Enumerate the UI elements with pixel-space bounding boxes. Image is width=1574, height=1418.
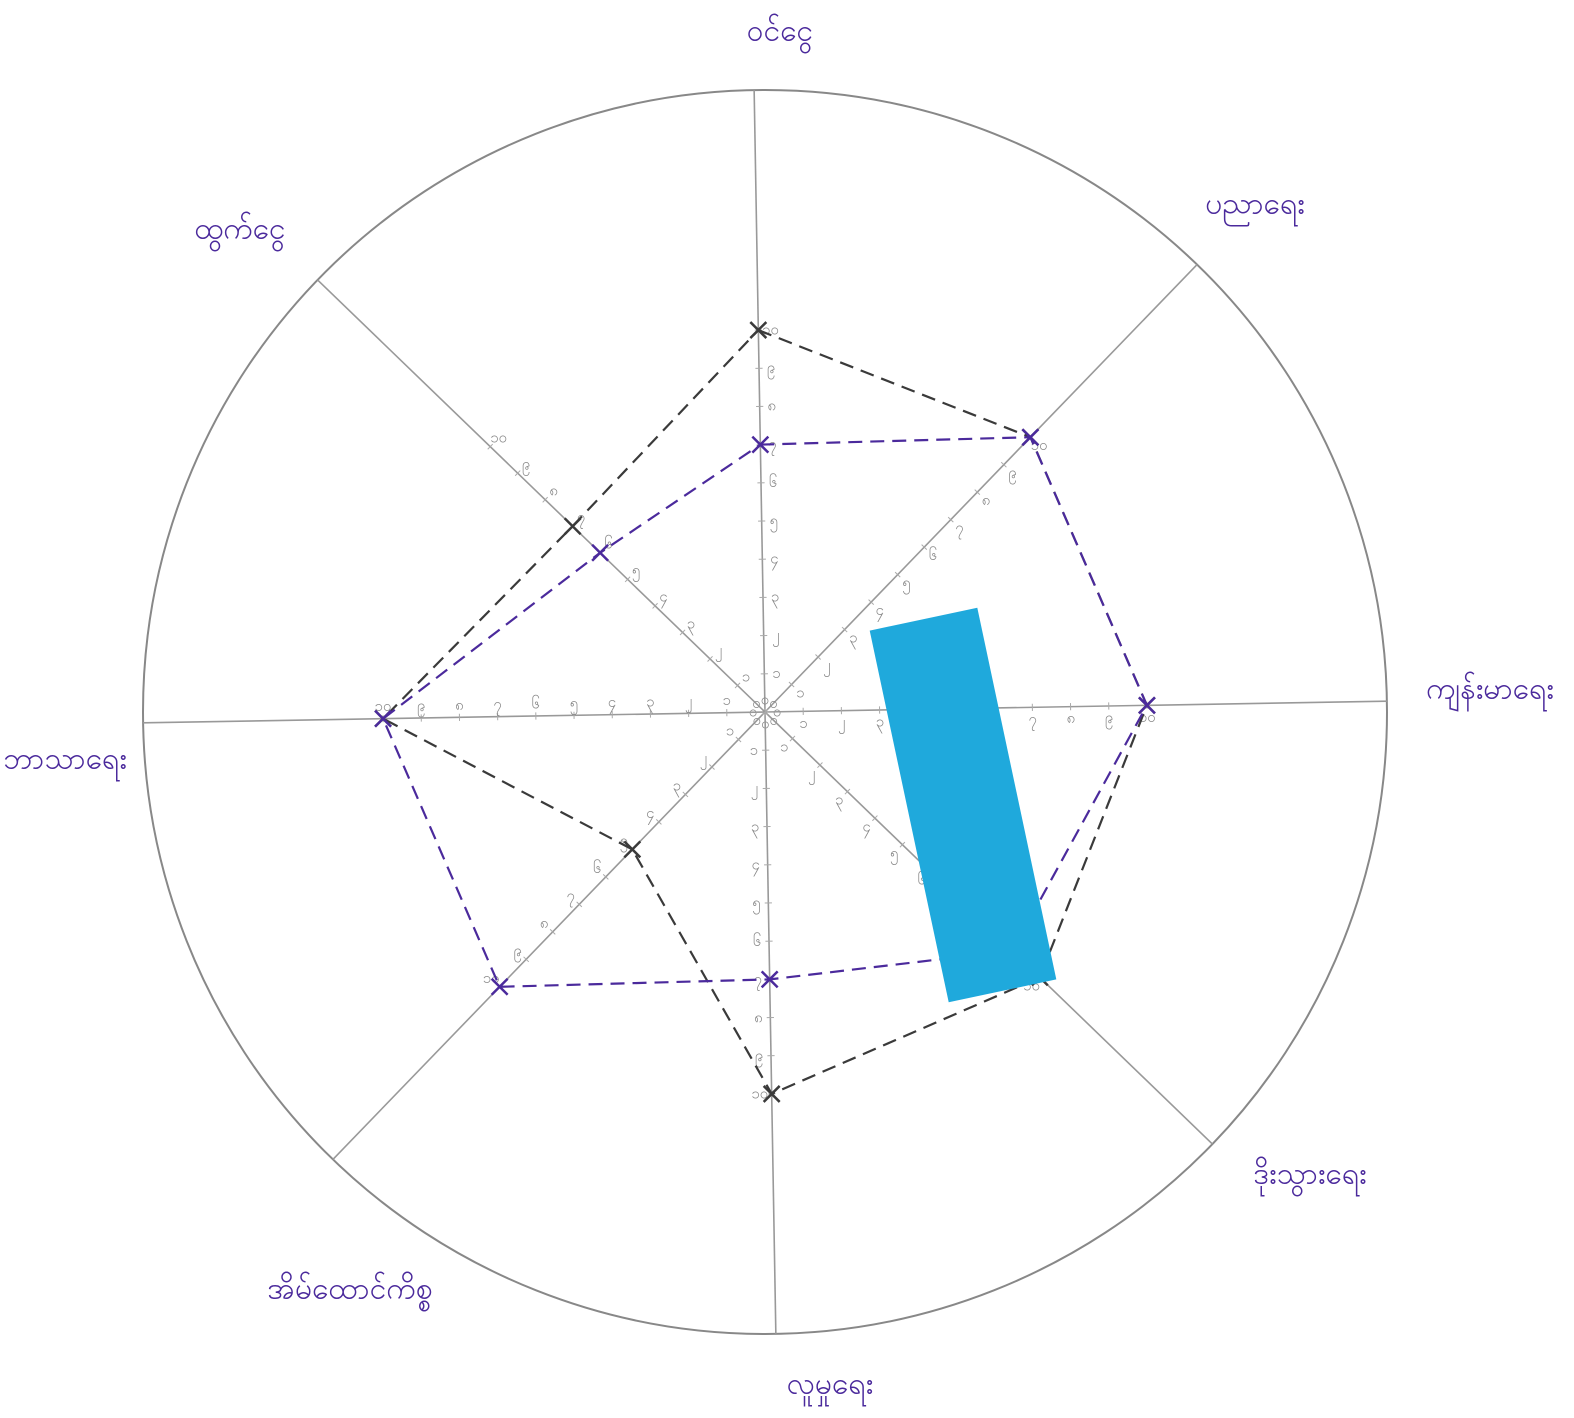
tick-label: ၇	[493, 695, 501, 716]
tick-label: ၄	[751, 855, 759, 876]
tick-label: ၃	[835, 791, 843, 812]
tick-label: ၉	[1105, 708, 1113, 729]
tick-label: ၃	[876, 712, 884, 733]
tick-label: ၂	[772, 626, 779, 647]
tick-label: ၃	[751, 817, 759, 838]
tick-label: ၈	[767, 397, 776, 415]
tick-label: ၇	[1028, 710, 1036, 731]
tick-label: ၂	[700, 749, 707, 770]
tick-label: ၅	[632, 561, 640, 582]
tick-label: ၂	[838, 713, 845, 734]
tick-label: ၈	[1066, 709, 1075, 727]
tick-label: ၇	[955, 518, 963, 539]
tick-label: ၄	[646, 804, 654, 825]
tick-label: ၁	[749, 741, 757, 759]
tick-label: ၁	[726, 722, 734, 740]
tick-label: ၃	[673, 777, 681, 798]
tick-label: ၂	[685, 692, 692, 713]
tick-label: ၉	[513, 941, 521, 962]
tick-label: ၁	[722, 691, 730, 709]
category-label: ဘာသာရေး	[3, 742, 127, 783]
tick-label: ၁	[799, 714, 807, 732]
tick-label: ၇	[566, 887, 574, 908]
tick-label: ၆	[769, 473, 777, 491]
tick-label: ၂	[715, 641, 722, 662]
tick-label: ၉	[1008, 464, 1016, 485]
tick-label: ၃	[849, 628, 857, 649]
tick-label: ၄	[659, 588, 667, 609]
category-label: လူမှုရေး	[787, 1367, 873, 1408]
chart: ဝင်ငွေ၀၁၂၃၄၅၆၇၈၉၁၀ပညာရေး၀၁၂၃၄၅၆၇၈၉၁၀ကျန်…	[0, 0, 1574, 1418]
tick-label: ၆	[593, 859, 601, 877]
tick-label: ၈	[455, 696, 464, 714]
tick-label: ၁	[742, 667, 750, 685]
tick-label: ၃	[646, 693, 654, 714]
tick-label: ၄	[862, 817, 870, 838]
tick-label: ၈	[549, 482, 558, 500]
tick-label: ၅	[890, 844, 898, 865]
tick-label: ၆	[531, 695, 539, 713]
tick-label: ၉	[767, 359, 775, 380]
tick-label: ၂	[823, 656, 830, 677]
tick-label: ၆	[753, 932, 761, 950]
tick-label: ၀	[761, 691, 769, 709]
tick-label: ၄	[770, 550, 778, 571]
category-label: ကျန်းမာရေး	[1426, 672, 1554, 713]
tick-label: ၀	[769, 694, 777, 712]
tick-label: ၈	[982, 491, 991, 509]
tick-label: ၃	[771, 588, 779, 609]
tick-label: ၄	[608, 693, 616, 714]
tick-label: ၅	[752, 894, 760, 915]
tick-label: ၈	[754, 1008, 763, 1026]
tick-label: ၂	[751, 779, 758, 800]
tick-label: ၅	[570, 694, 578, 715]
tick-label: ၆	[604, 535, 612, 553]
tick-label: ၁	[796, 683, 804, 701]
tick-label: ၁	[780, 738, 788, 756]
category-label: ဒိုးသွားရေး	[1253, 1157, 1366, 1198]
tick-label: ၃	[687, 614, 695, 635]
tick-label: ၈	[540, 914, 549, 932]
tick-label: ၁၀	[490, 429, 507, 447]
tick-label: ၅	[769, 511, 777, 532]
tick-label: ၄	[876, 601, 884, 622]
tick-label: ၉	[755, 1046, 763, 1067]
tick-label: ၂	[808, 764, 815, 785]
tick-label: ၆	[929, 546, 937, 564]
tick-label: ၁	[772, 664, 780, 682]
tick-label: ၉	[522, 455, 530, 476]
category-label: ထွက်ငွေ	[194, 212, 285, 253]
tick-label: ၉	[417, 697, 425, 718]
category-label: အိမ်ထောင်ကိစ္စ	[267, 1272, 432, 1313]
category-label: ဝင်ငွေ	[747, 14, 813, 55]
tick-label: ၅	[902, 573, 910, 594]
category-label: ပညာရေး	[1205, 187, 1305, 228]
